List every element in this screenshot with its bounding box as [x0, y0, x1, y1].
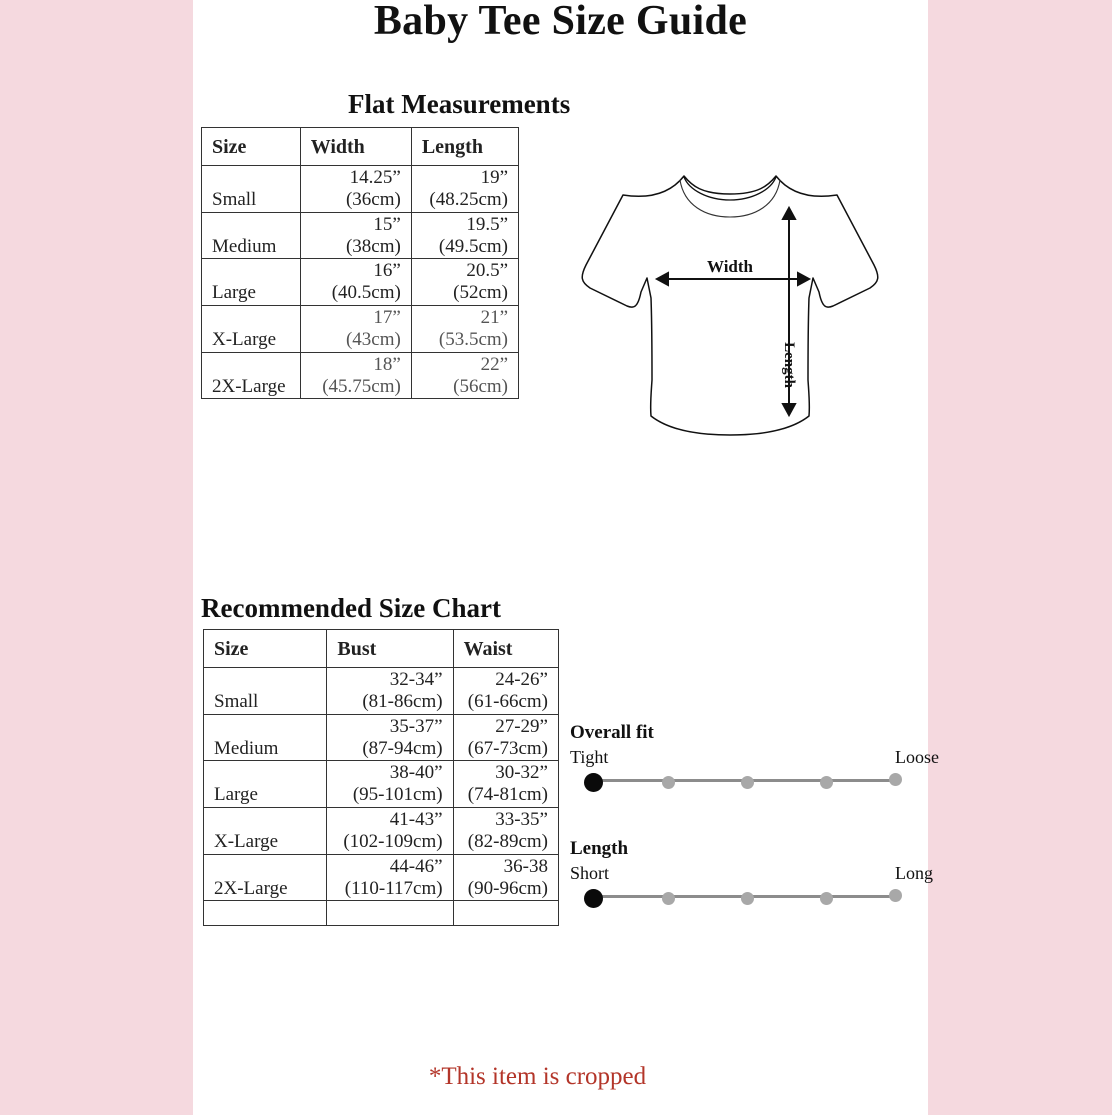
svg-text:Width: Width	[707, 257, 754, 276]
